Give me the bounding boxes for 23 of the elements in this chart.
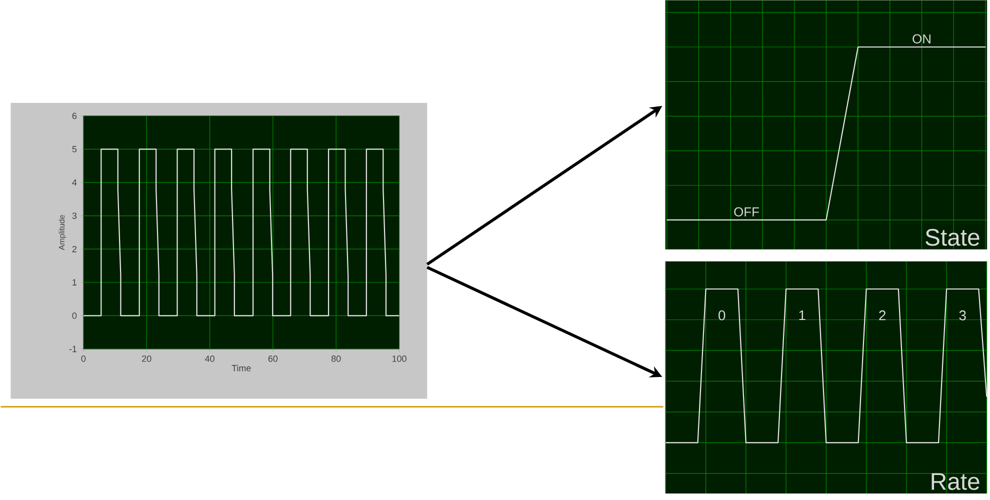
x-tick-label: 80	[332, 355, 341, 362]
annotation: 3	[959, 310, 966, 320]
y-tick-label: 4	[72, 179, 77, 186]
annotation: 2	[879, 310, 886, 320]
y-tick-label: -1	[69, 346, 76, 352]
x-tick-label: 40	[204, 355, 214, 362]
y-tick-label: 2	[72, 246, 76, 252]
annotation: 1	[799, 310, 806, 320]
y-tick-label: 0	[72, 312, 77, 319]
x-tick-label: 20	[142, 355, 152, 362]
text: Rate	[932, 473, 980, 490]
annotation: 0	[718, 310, 726, 320]
text: ON	[912, 34, 930, 44]
y-tick-label: 5	[72, 146, 77, 152]
y-tick-label: 6	[72, 112, 77, 119]
y-tick-label: 3	[72, 212, 77, 219]
y-tick-label: 1	[72, 279, 76, 286]
x-tick-label: 60	[268, 355, 278, 362]
x-tick-label: 100	[392, 355, 406, 362]
annotation: OFF	[734, 207, 759, 216]
text: State	[926, 228, 980, 246]
x-axis-title: Time	[232, 364, 251, 372]
x-tick-label: 0	[81, 355, 86, 362]
